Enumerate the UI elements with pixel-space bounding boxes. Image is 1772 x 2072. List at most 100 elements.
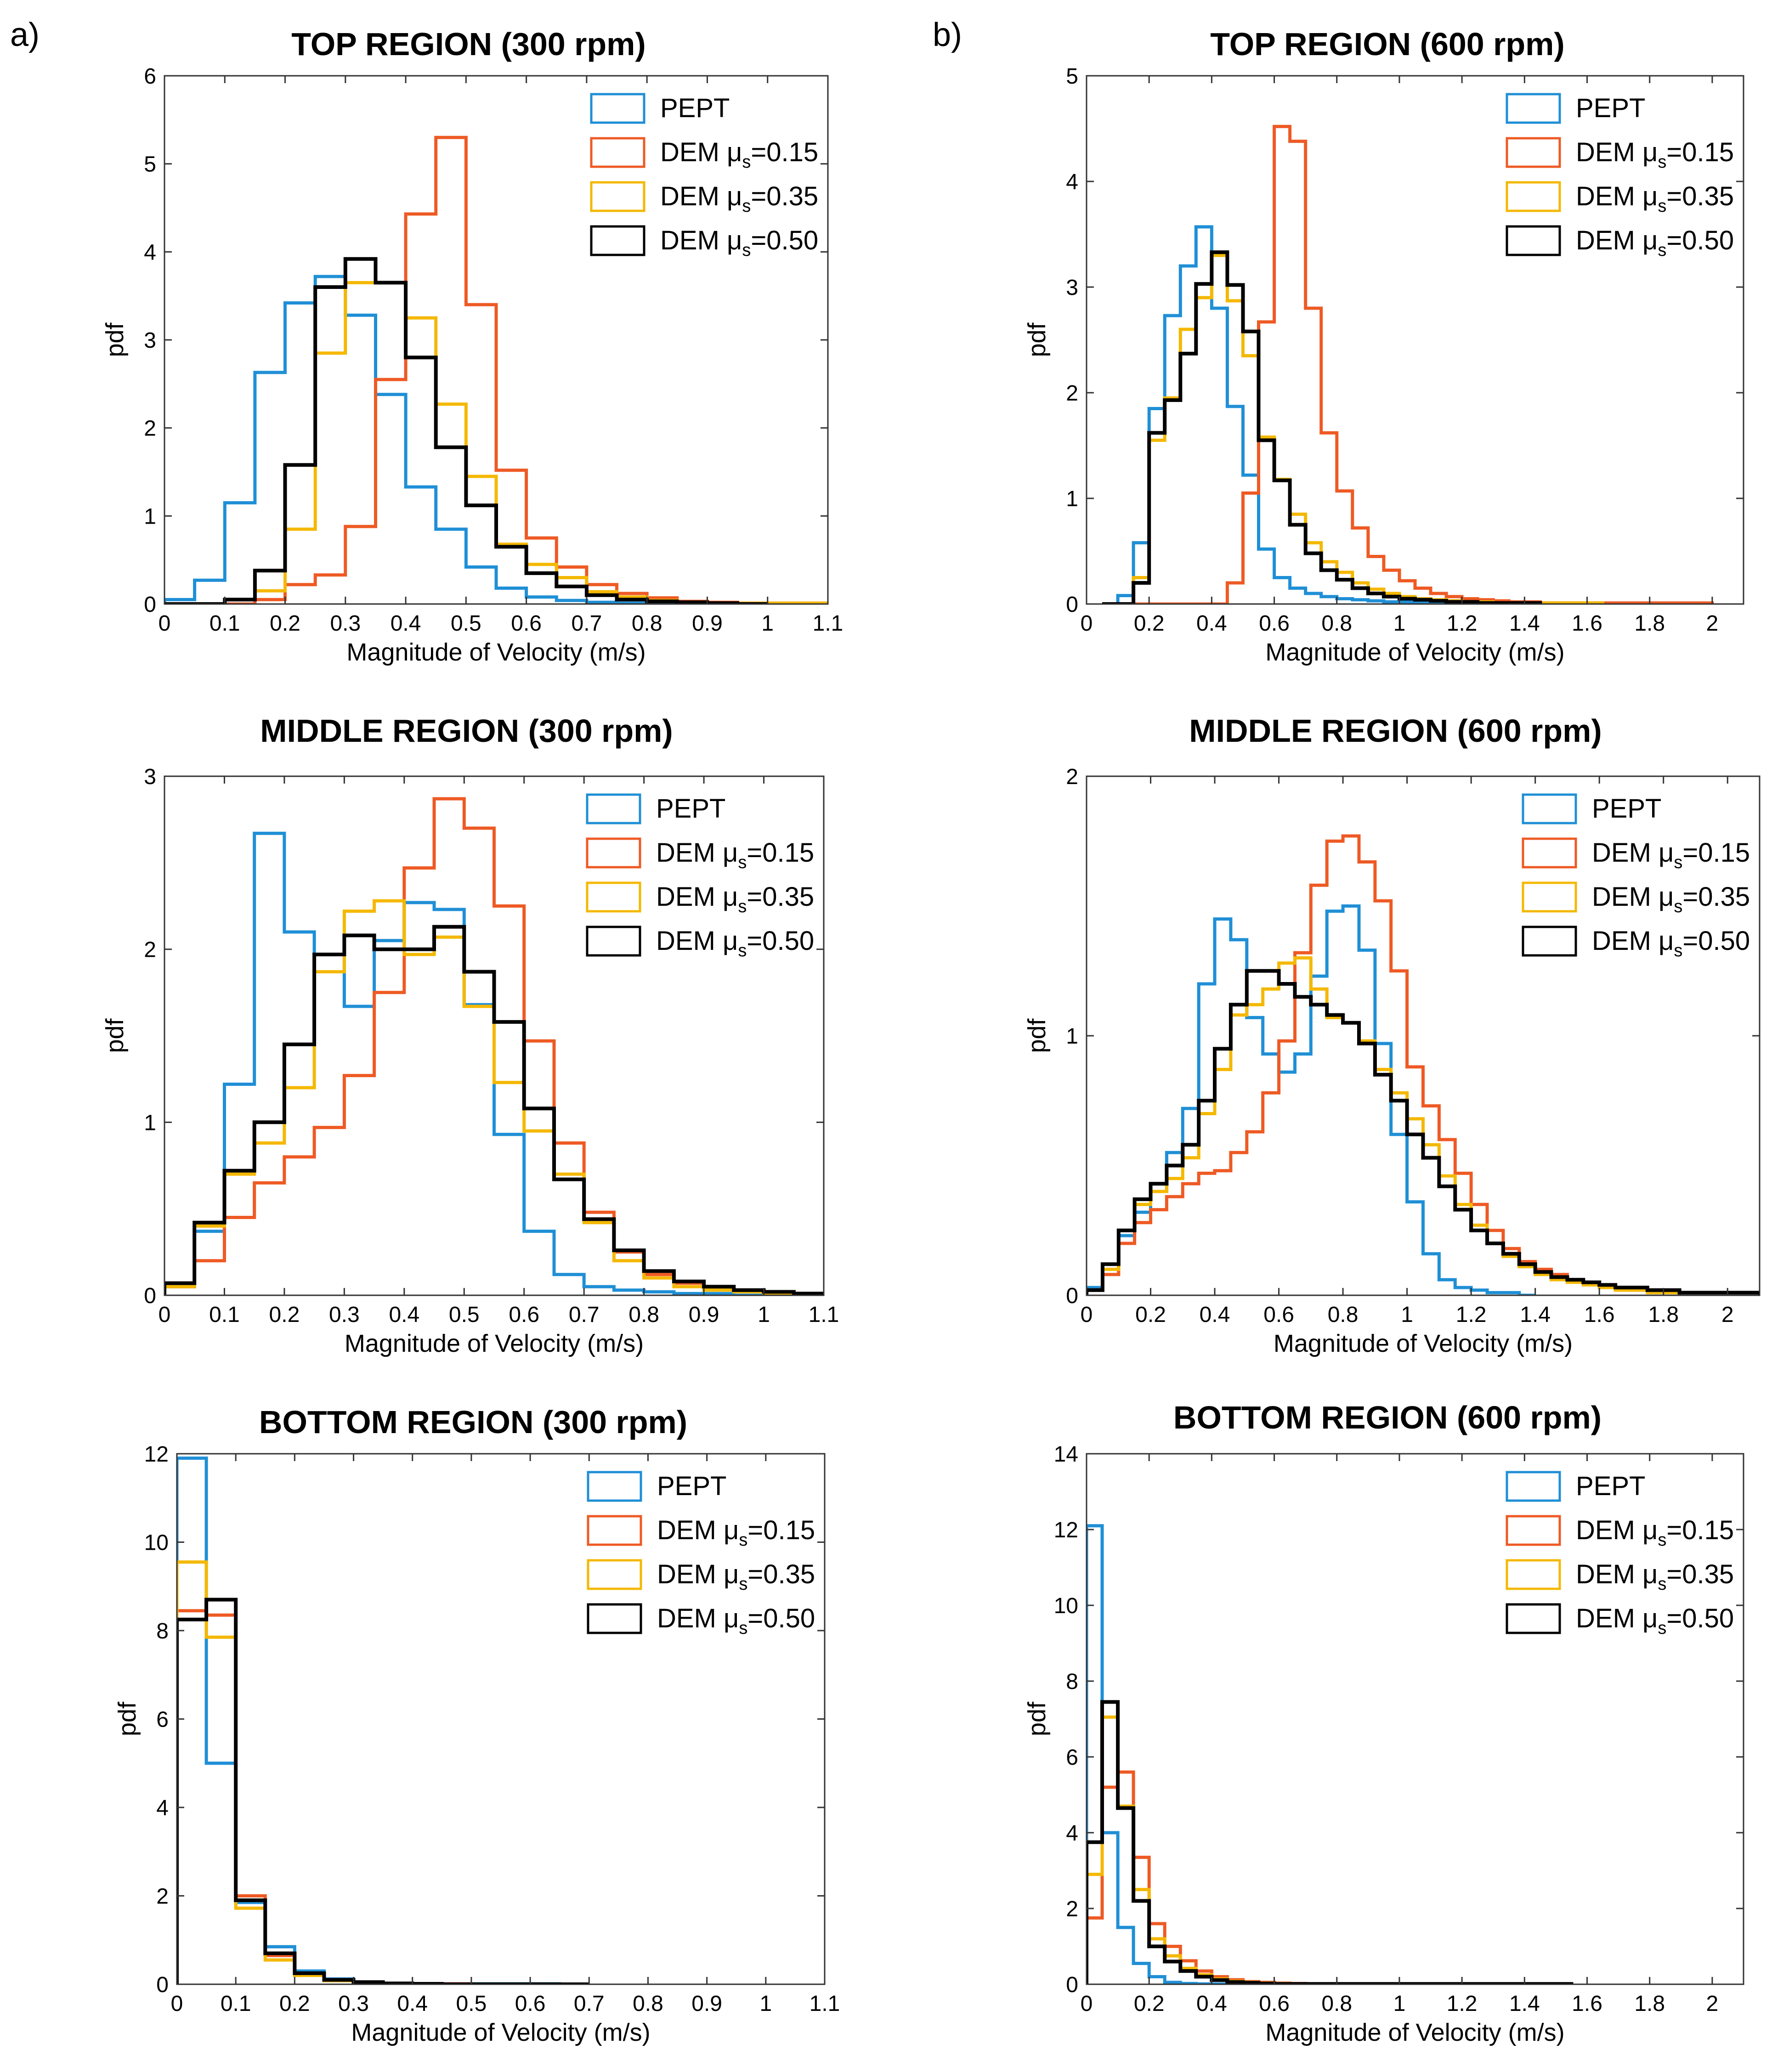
legend-label-pept: PEPT xyxy=(657,1471,727,1501)
legend-swatch-dem-0-15 xyxy=(590,137,645,168)
x-tick-label: 0.6 xyxy=(1259,1992,1290,2016)
x-tick-label: 0.8 xyxy=(1321,611,1352,636)
y-tick-label: 0 xyxy=(1066,593,1078,617)
y-tick-label: 1 xyxy=(144,504,156,529)
legend-label-dem-0-50: DEM μs=0.50 xyxy=(656,926,814,960)
series-line-pept xyxy=(164,275,768,604)
y-tick-label: 0 xyxy=(144,1284,156,1308)
legend-label-dem-0-35: DEM μs=0.35 xyxy=(660,181,818,216)
series-line-dem-0-50 xyxy=(164,257,768,604)
legend-label-dem-0-35: DEM μs=0.35 xyxy=(657,1559,815,1594)
chart-title: BOTTOM REGION (600 rpm) xyxy=(1173,1400,1602,1435)
series-line-pept xyxy=(1087,1524,1573,1984)
x-tick-label: 0.4 xyxy=(397,1992,428,2016)
x-tick-label: 1 xyxy=(761,611,774,636)
x-axis-label: Magnitude of Velocity (m/s) xyxy=(345,1330,644,1357)
y-tick-label: 6 xyxy=(144,64,156,89)
y-tick-label: 3 xyxy=(144,765,156,789)
series-group xyxy=(177,1457,589,1984)
x-tick-label: 1.6 xyxy=(1572,1992,1602,2016)
y-tick-label: 5 xyxy=(1066,64,1078,89)
y-tick-label: 2 xyxy=(1066,381,1078,406)
x-tick-label: 0.2 xyxy=(1134,611,1165,636)
x-tick-label: 0.8 xyxy=(1328,1303,1359,1327)
x-tick-label: 0.8 xyxy=(1321,1992,1352,2016)
x-tick-label: 0.6 xyxy=(1259,611,1290,636)
x-tick-label: 0.9 xyxy=(689,1303,719,1327)
y-tick-label: 6 xyxy=(1066,1745,1078,1770)
legend-swatch-pept xyxy=(1506,1471,1561,1502)
legend-label-dem-0-35: DEM μs=0.35 xyxy=(1576,181,1734,216)
plot-area xyxy=(164,775,825,1296)
legend-swatch-pept xyxy=(587,1471,642,1502)
series-line-dem-0-35 xyxy=(177,1560,589,1984)
legend-swatch-dem-0-35 xyxy=(1506,1559,1561,1590)
legend-swatch-dem-0-50 xyxy=(1522,926,1577,957)
legend-label-dem-0-50: DEM μs=0.50 xyxy=(660,226,818,260)
legend-label-dem-0-50: DEM μs=0.50 xyxy=(657,1603,815,1638)
y-tick-label: 0 xyxy=(1066,1973,1078,1997)
x-tick-label: 0.7 xyxy=(572,611,602,636)
legend: PEPT DEM μs=0.15 DEM μs=0.35 DEM μs=0.50 xyxy=(586,793,814,960)
x-tick-label: 0.6 xyxy=(511,611,542,636)
x-tick-label: 0.5 xyxy=(456,1992,487,2016)
legend-swatch-dem-0-50 xyxy=(1506,225,1561,256)
series-line-pept xyxy=(177,1457,589,1984)
legend-label-pept: PEPT xyxy=(1576,1471,1646,1501)
legend-swatch-dem-0-50 xyxy=(586,926,641,957)
x-tick-label: 0.4 xyxy=(391,611,421,636)
series-line-dem-0-50 xyxy=(177,1598,589,1984)
series-line-dem-0-50 xyxy=(1087,1700,1574,1984)
y-tick-label: 5 xyxy=(144,152,156,177)
chart-5: BOTTOM REGION (300 rpm) 0 0.1 0.2 0.3 0.4 0.5 0… xyxy=(113,1404,840,2046)
x-tick-label: 0 xyxy=(159,611,171,636)
y-tick-label: 3 xyxy=(144,328,156,353)
y-axis-label: pdf xyxy=(1023,1018,1051,1053)
y-axis-label: pdf xyxy=(1023,322,1051,357)
chart-title: TOP REGION (300 rpm) xyxy=(291,26,646,62)
y-tick-label: 4 xyxy=(156,1796,169,1820)
y-axis-label: pdf xyxy=(101,322,129,357)
y-tick-label: 12 xyxy=(144,1442,169,1467)
series-group xyxy=(1102,124,1714,604)
y-tick-label: 1 xyxy=(1066,487,1078,511)
x-tick-label: 0.2 xyxy=(279,1992,310,2016)
legend-label-dem-0-50: DEM μs=0.50 xyxy=(1576,226,1734,260)
y-tick-label: 10 xyxy=(1054,1594,1078,1618)
legend-swatch-dem-0-50 xyxy=(587,1603,642,1634)
series-group xyxy=(1087,1524,1574,1984)
x-tick-label: 1.6 xyxy=(1584,1303,1615,1327)
x-tick-label: 0 xyxy=(1081,611,1093,636)
y-tick-label: 0 xyxy=(1066,1284,1078,1308)
chart-title: MIDDLE REGION (600 rpm) xyxy=(1189,713,1602,749)
x-tick-label: 0.1 xyxy=(209,1303,240,1327)
series-line-dem-0-50 xyxy=(1102,250,1542,604)
x-tick-label: 1.2 xyxy=(1456,1303,1487,1327)
x-tick-label: 1.8 xyxy=(1634,1992,1665,2016)
x-tick-label: 0 xyxy=(171,1992,183,2016)
x-tick-label: 2 xyxy=(1706,611,1719,636)
y-tick-label: 10 xyxy=(144,1531,169,1555)
x-tick-label: 0.9 xyxy=(692,611,723,636)
legend-swatch-dem-0-15 xyxy=(586,837,641,869)
y-tick-label: 6 xyxy=(156,1708,169,1732)
x-axis-label: Magnitude of Velocity (m/s) xyxy=(1265,2019,1564,2046)
x-tick-label: 0.4 xyxy=(389,1303,419,1327)
legend-swatch-dem-0-15 xyxy=(1506,137,1561,168)
legend-swatch-dem-0-15 xyxy=(1522,837,1577,869)
x-tick-label: 0.6 xyxy=(509,1303,539,1327)
x-tick-label: 0.2 xyxy=(1134,1992,1165,2016)
y-tick-label: 0 xyxy=(144,593,156,617)
chart-6: BOTTOM REGION (600 rpm) 0 0.2 0.4 0.6 0.8 1 1.2… xyxy=(1023,1400,1744,2046)
x-tick-label: 0.2 xyxy=(269,1303,300,1327)
legend-label-dem-0-35: DEM μs=0.35 xyxy=(656,882,814,916)
x-axis-label: Magnitude of Velocity (m/s) xyxy=(351,2019,650,2046)
legend-label-dem-0-15: DEM μs=0.15 xyxy=(660,137,818,172)
y-tick-label: 14 xyxy=(1054,1442,1078,1467)
legend-swatch-pept xyxy=(586,793,641,824)
chart-title: BOTTOM REGION (300 rpm) xyxy=(259,1404,687,1440)
legend-swatch-dem-0-35 xyxy=(586,881,641,913)
x-tick-label: 1 xyxy=(1393,1992,1406,2016)
y-axis-label: pdf xyxy=(1023,1701,1051,1736)
x-tick-label: 1.1 xyxy=(813,611,844,636)
